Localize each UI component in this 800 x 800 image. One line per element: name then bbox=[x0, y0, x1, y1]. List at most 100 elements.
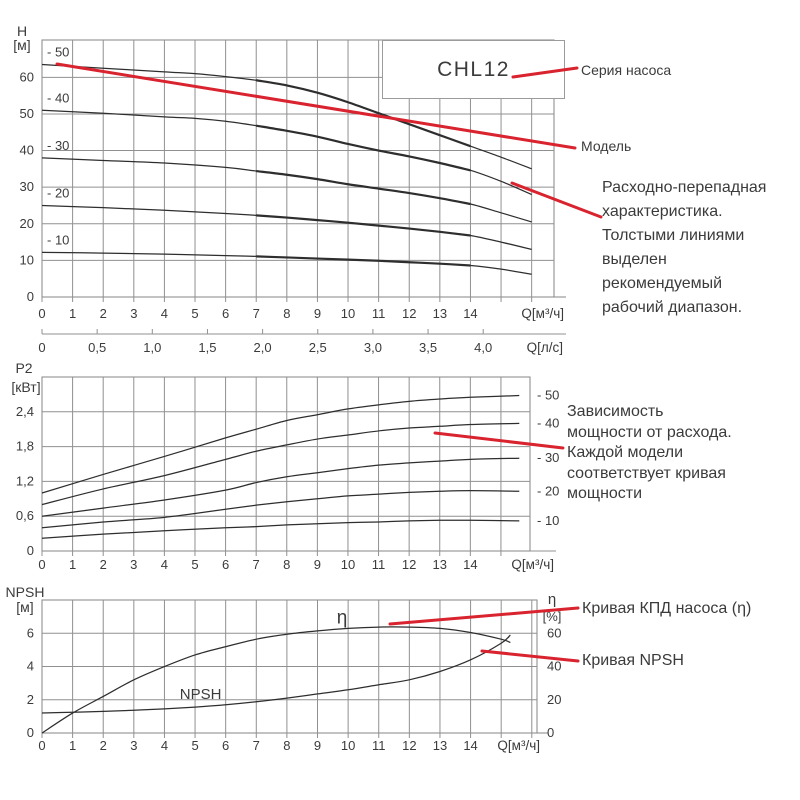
y-tick-label: 0 bbox=[27, 725, 34, 740]
x-tick-label: 0 bbox=[38, 306, 45, 321]
x-tick-label: 8 bbox=[283, 557, 290, 572]
y-tick-label: 2,4 bbox=[16, 404, 34, 419]
x2-tick-label: 3,0 bbox=[364, 340, 382, 355]
curve-η bbox=[41, 626, 511, 734]
x2-tick-label: 2,5 bbox=[309, 340, 327, 355]
curve-label: - 20 bbox=[47, 185, 69, 200]
x-axis-title: Q[м³/ч] bbox=[497, 738, 540, 753]
y-tick-label: 6 bbox=[27, 625, 34, 640]
x-tick-label: 7 bbox=[253, 306, 260, 321]
x-tick-label: 2 bbox=[100, 306, 107, 321]
x-tick-label: 2 bbox=[100, 738, 107, 753]
x-tick-label: 4 bbox=[161, 557, 168, 572]
curve-label: - 10 bbox=[47, 232, 69, 247]
curve-label: - 40 bbox=[537, 415, 559, 430]
x-tick-label: 6 bbox=[222, 306, 229, 321]
x-tick-label: 1 bbox=[69, 557, 76, 572]
x-tick-label: 7 bbox=[253, 738, 260, 753]
curve-recommended-range bbox=[256, 255, 471, 267]
curve-label: - 50 bbox=[537, 388, 559, 403]
x-tick-label: 11 bbox=[372, 738, 386, 753]
y-axis-title: P2 bbox=[15, 360, 32, 376]
x-tick-label: 11 bbox=[372, 306, 386, 321]
x2-tick-label: 0,5 bbox=[88, 340, 106, 355]
y-axis-title: [м] bbox=[16, 599, 33, 615]
curve-label: - 30 bbox=[537, 450, 559, 465]
x-tick-label: 13 bbox=[433, 306, 447, 321]
y-tick-label: 4 bbox=[27, 659, 34, 674]
y-tick-label: 30 bbox=[20, 179, 34, 194]
y2-axis-title: η bbox=[548, 591, 556, 608]
y-axis-title: H bbox=[17, 23, 27, 39]
x-tick-label: 12 bbox=[402, 306, 416, 321]
npsh-curve-label: Кривая NPSH bbox=[582, 652, 684, 669]
x-tick-label: 5 bbox=[191, 557, 198, 572]
curve-label: - 50 bbox=[47, 45, 69, 60]
curve-NPSH bbox=[41, 634, 511, 714]
plot-border bbox=[41, 39, 555, 298]
x2-tick-label: 4,0 bbox=[474, 340, 492, 355]
x-tick-label: 10 bbox=[341, 738, 355, 753]
x2-axis-title: Q[л/с] bbox=[527, 340, 563, 355]
x-tick-label: 4 bbox=[161, 738, 168, 753]
y-tick-label: 20 bbox=[20, 216, 34, 231]
x-tick-label: 2 bbox=[100, 557, 107, 572]
y-tick-label: 1,8 bbox=[16, 439, 34, 454]
x-tick-label: 5 bbox=[191, 738, 198, 753]
x-tick-label: 9 bbox=[314, 557, 321, 572]
power-note: Зависимость мощности от расхода. Каждой … bbox=[567, 403, 732, 502]
x-tick-label: 0 bbox=[38, 557, 45, 572]
y2-tick-label: 0 bbox=[547, 725, 554, 740]
x-axis-title: Q[м³/ч] bbox=[511, 557, 554, 572]
y-axis-title: [м] bbox=[13, 37, 30, 53]
y2-tick-label: 60 bbox=[547, 625, 561, 640]
efficiency-curve-label: Кривая КПД насоса (η) bbox=[582, 600, 752, 617]
x-tick-label: 0 bbox=[38, 738, 45, 753]
curve-label: - 30 bbox=[47, 138, 69, 153]
x-tick-label: 3 bbox=[130, 738, 137, 753]
curve-label: - 10 bbox=[537, 513, 559, 528]
x-tick-label: 3 bbox=[130, 557, 137, 572]
x-tick-label: 10 bbox=[341, 306, 355, 321]
x-tick-label: 4 bbox=[161, 306, 168, 321]
y2-axis-title: [%] bbox=[543, 609, 562, 624]
x-tick-label: 14 bbox=[463, 557, 477, 572]
y2-tick-label: 20 bbox=[547, 692, 561, 707]
y-tick-label: 50 bbox=[20, 106, 34, 121]
model-annotation-label: Модель bbox=[581, 138, 632, 154]
x-tick-label: 14 bbox=[463, 738, 477, 753]
curve-recommended-range bbox=[256, 124, 471, 172]
y-tick-label: 10 bbox=[20, 252, 34, 267]
series-box-label: CHL12 bbox=[437, 57, 510, 81]
x-tick-label: 1 bbox=[69, 738, 76, 753]
x-tick-label: 8 bbox=[283, 306, 290, 321]
x-tick-label: 13 bbox=[433, 557, 447, 572]
plot-border bbox=[41, 376, 531, 552]
x-tick-label: 6 bbox=[222, 738, 229, 753]
x2-tick-label: 1,5 bbox=[198, 340, 216, 355]
curve--10 bbox=[41, 519, 520, 539]
y-tick-label: 2 bbox=[27, 692, 34, 707]
y-tick-label: 40 bbox=[20, 143, 34, 158]
x2-tick-label: 0 bbox=[38, 340, 45, 355]
y-tick-label: 0,6 bbox=[16, 508, 34, 523]
x-tick-label: 7 bbox=[253, 557, 260, 572]
x2-tick-label: 3,5 bbox=[419, 340, 437, 355]
curve-recommended-range bbox=[256, 169, 471, 206]
x-tick-label: 5 bbox=[191, 306, 198, 321]
x-tick-label: 6 bbox=[222, 557, 229, 572]
curve-inplot-label: η bbox=[337, 607, 348, 628]
x-tick-label: 12 bbox=[402, 738, 416, 753]
curve--30 bbox=[41, 457, 520, 517]
y2-tick-label: 40 bbox=[547, 659, 561, 674]
x-axis-title: Q[м³/ч] bbox=[521, 306, 564, 321]
x-tick-label: 8 bbox=[283, 738, 290, 753]
x-tick-label: 13 bbox=[433, 738, 447, 753]
curve-recommended-range bbox=[256, 214, 471, 237]
curve--20 bbox=[41, 490, 520, 529]
curve--50 bbox=[41, 394, 520, 494]
curve--40 bbox=[41, 422, 520, 506]
y-tick-label: 0 bbox=[27, 543, 34, 558]
